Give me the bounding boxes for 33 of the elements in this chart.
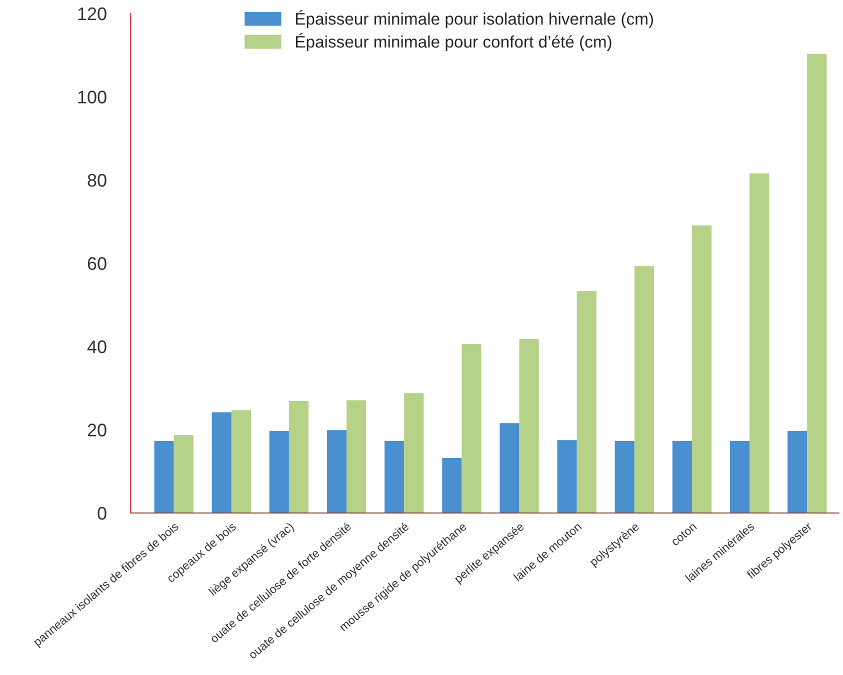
- y-tick-label: 120: [78, 7, 106, 20]
- bar: [174, 435, 194, 513]
- bar: [442, 458, 462, 513]
- y-tick-label: 0: [98, 506, 106, 520]
- bar: [750, 173, 770, 513]
- bar: [519, 339, 539, 513]
- bar: [231, 410, 251, 513]
- bar: [807, 54, 827, 513]
- bar: [404, 393, 424, 513]
- bar: [788, 431, 808, 513]
- bar: [634, 266, 654, 513]
- y-tick-label: 100: [78, 90, 106, 104]
- bar: [326, 430, 347, 513]
- bar: [576, 291, 596, 513]
- y-tick-label: 80: [88, 174, 106, 187]
- bar: [500, 423, 520, 513]
- bar: [730, 440, 750, 513]
- bar: [346, 400, 366, 513]
- bar: [614, 440, 634, 513]
- y-tick-label: 60: [88, 257, 106, 270]
- bar: [384, 440, 404, 513]
- bar: [692, 225, 712, 513]
- bar: [154, 440, 174, 513]
- bar: [269, 431, 289, 513]
- y-tick-label: 20: [88, 424, 106, 436]
- bar: [462, 344, 482, 513]
- bar: [288, 401, 309, 513]
- bar: [557, 440, 577, 513]
- y-tick-label: 40: [87, 340, 106, 354]
- bar: [672, 440, 692, 513]
- bar: [212, 412, 232, 513]
- legend-label: Épaisseur minimale pour isolation hivernale (cm): [296, 10, 653, 28]
- legend-label: Épaisseur minimale pour confort d’été (cm): [296, 33, 612, 51]
